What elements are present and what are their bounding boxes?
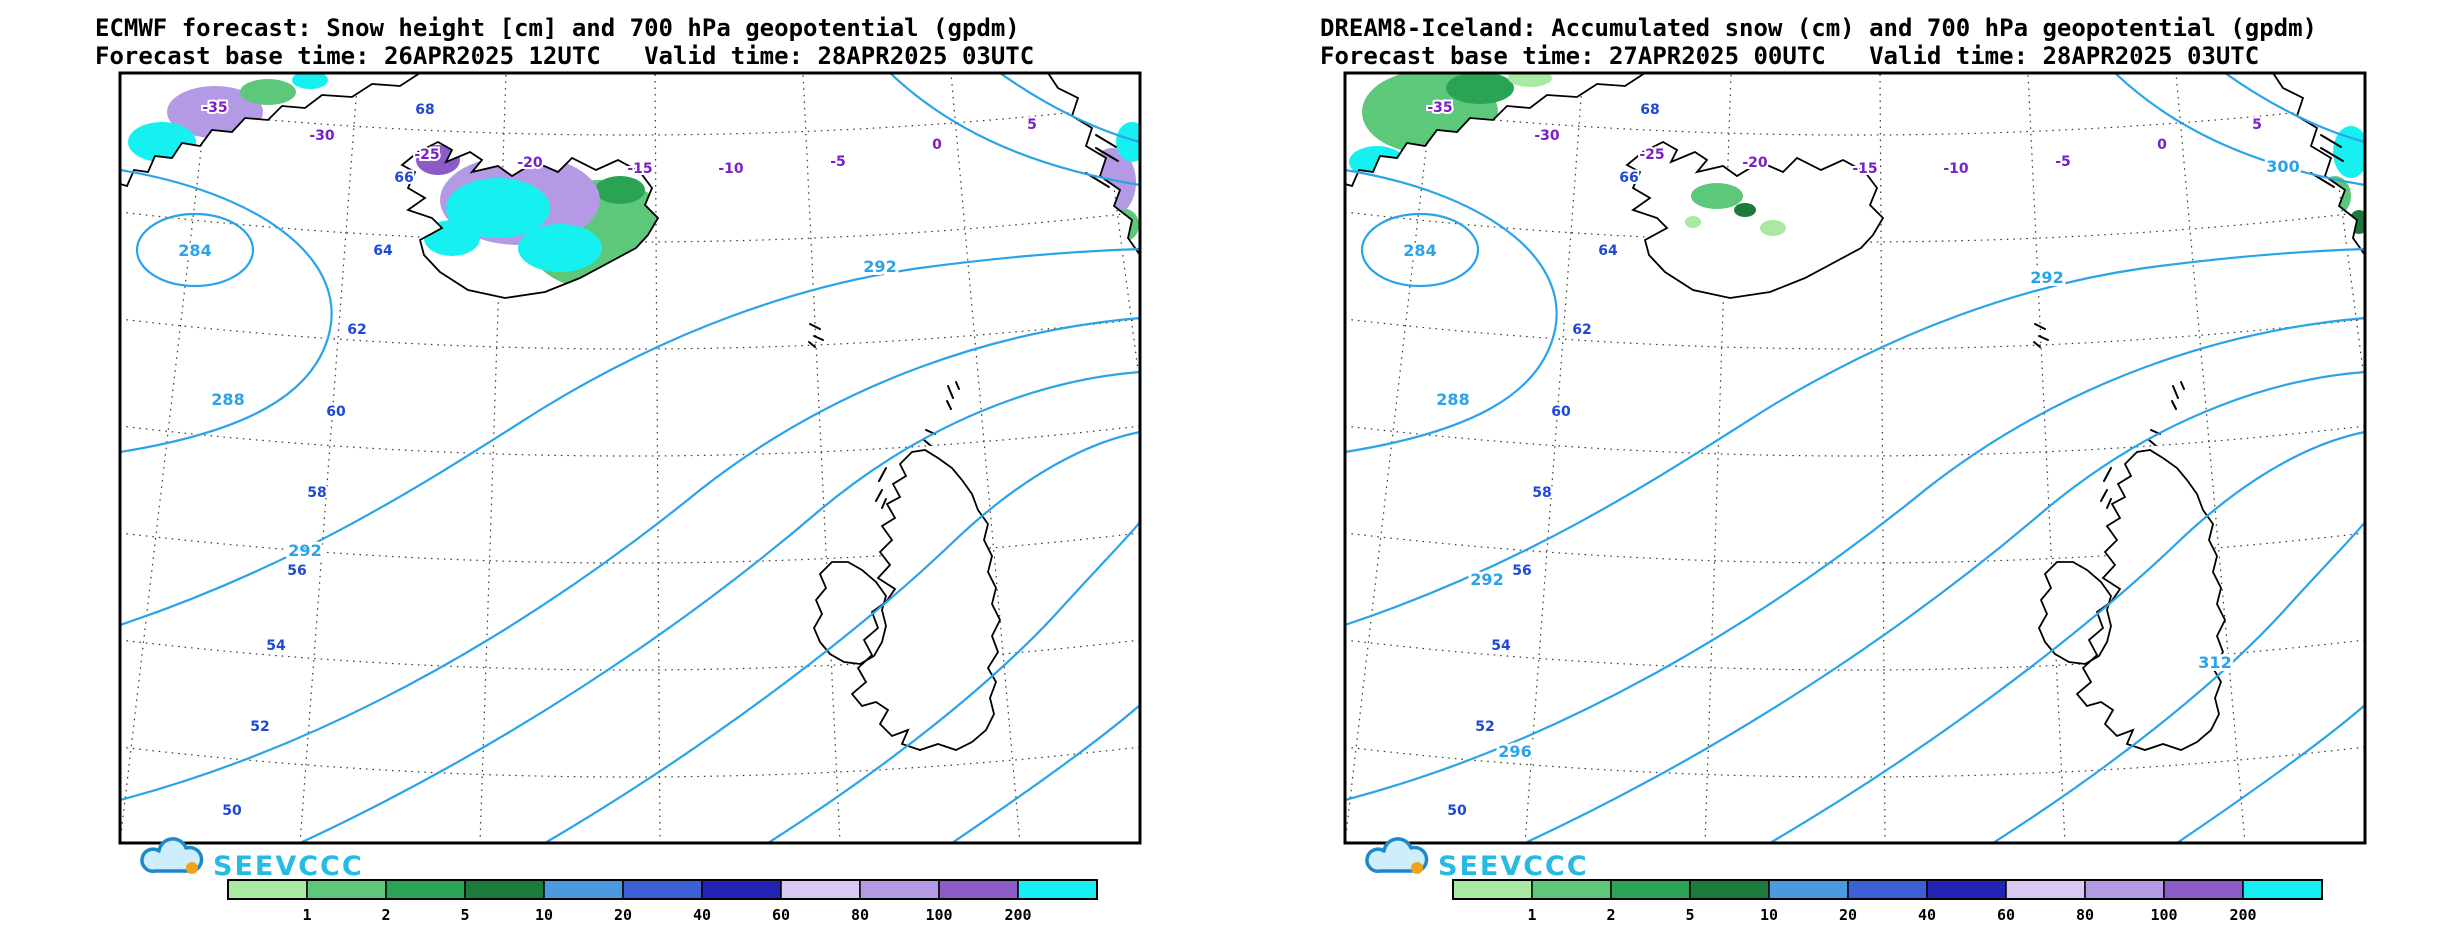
seevccc-logo xyxy=(1365,837,1591,884)
contour-label: 300 xyxy=(2266,157,2299,176)
contour-label: 292 xyxy=(1470,570,1503,589)
contour-label: 292 xyxy=(288,541,321,560)
snow-patch xyxy=(1760,220,1786,236)
snow-patch xyxy=(292,73,328,89)
contour-labels: 284 288 292 292 296 300 312 xyxy=(1400,154,2302,764)
contour-label: 292 xyxy=(2030,268,2063,287)
snow-patch xyxy=(240,79,296,105)
contour-label: 284 xyxy=(1403,241,1436,260)
snow-patch xyxy=(1446,73,1514,104)
map-frame xyxy=(1343,71,2367,845)
contour-label: 292 xyxy=(863,257,896,276)
snow-patch xyxy=(1116,122,1140,162)
snow-patch xyxy=(1734,203,1756,217)
map-area: 284 288 292 292 xyxy=(120,73,1140,843)
panel-dream8: DREAM8-Iceland: Accumulated snow (cm) an… xyxy=(1320,14,2367,925)
contour-label: 288 xyxy=(1436,390,1469,409)
contour-label: 284 xyxy=(178,241,211,260)
panel-ecmwf: ECMWF forecast: Snow height [cm] and 700… xyxy=(95,14,1142,925)
snow-patch xyxy=(1691,183,1743,209)
snow-patch xyxy=(446,178,550,238)
snow-patch xyxy=(2333,126,2365,178)
contour-labels: 284 288 292 292 xyxy=(175,238,899,563)
panel-subtitle: Forecast base time: 27APR2025 00UTC Vali… xyxy=(1320,42,2259,70)
snow-colorbar xyxy=(1452,879,2323,925)
panel-title: ECMWF forecast: Snow height [cm] and 700… xyxy=(95,14,1020,42)
map-area: 284 288 292 292 296 300 312 xyxy=(1345,73,2365,843)
contour-label: 288 xyxy=(211,390,244,409)
snow-colorbar xyxy=(227,879,1098,925)
map-frame xyxy=(118,71,1142,845)
panel-title: DREAM8-Iceland: Accumulated snow (cm) an… xyxy=(1320,14,2317,42)
contour-label: 296 xyxy=(1498,742,1531,761)
panel-subtitle: Forecast base time: 26APR2025 12UTC Vali… xyxy=(95,42,1034,70)
snow-patch xyxy=(1685,216,1701,228)
contour-label: 312 xyxy=(2198,653,2231,672)
snow-patch xyxy=(595,176,645,204)
seevccc-logo xyxy=(140,837,366,884)
snow-patch xyxy=(518,224,602,272)
